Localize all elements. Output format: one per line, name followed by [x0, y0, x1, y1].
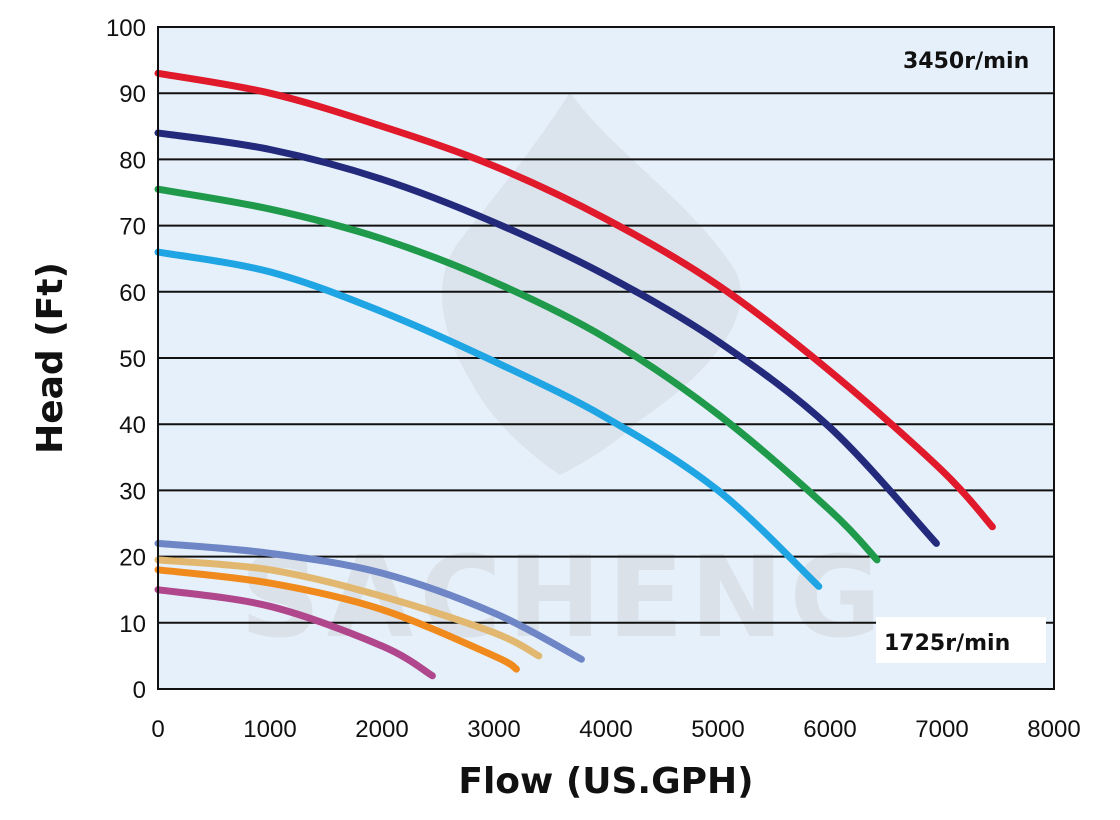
series-curve-4 — [154, 248, 823, 590]
x-tick-label: 0 — [151, 716, 164, 743]
x-tick-label: 5000 — [691, 716, 744, 743]
x-tick-label: 2000 — [355, 716, 408, 743]
y-tick-label: 40 — [119, 412, 146, 439]
x-tick-label: 3000 — [467, 716, 520, 743]
y-tick-label: 10 — [119, 611, 146, 638]
annotation-bg-1725 — [876, 617, 1046, 663]
x-tick-labels: 0 1000 2000 3000 4000 5000 6000 7000 8000 — [151, 716, 1080, 743]
x-tick-label: 1000 — [243, 716, 296, 743]
y-tick-label: 90 — [119, 81, 146, 108]
y-tick-label: 20 — [119, 545, 146, 572]
series-curve-1 — [154, 69, 996, 531]
x-tick-label: 8000 — [1027, 716, 1080, 743]
series-curve-2 — [154, 129, 940, 547]
y-tick-label: 30 — [119, 478, 146, 505]
x-tick-label: 7000 — [915, 716, 968, 743]
curves — [154, 69, 996, 680]
y-tick-labels: 0 10 20 30 40 50 60 70 80 90 100 — [106, 15, 146, 704]
y-tick-label: 80 — [119, 147, 146, 174]
series-curve-3 — [154, 185, 881, 564]
series-curve-5 — [154, 539, 585, 663]
y-tick-label: 50 — [119, 346, 146, 373]
y-axis-title: Head (Ft) — [30, 262, 71, 454]
y-tick-label: 60 — [119, 280, 146, 307]
plot-frame — [157, 26, 1055, 690]
series-curve-6 — [154, 556, 543, 660]
y-tick-label: 0 — [133, 677, 146, 704]
y-tick-label: 70 — [119, 214, 146, 241]
series-curve-7 — [154, 566, 520, 673]
series-curve-8 — [154, 586, 436, 680]
x-tick-label: 4000 — [579, 716, 632, 743]
x-axis-title: Flow (US.GPH) — [458, 761, 753, 802]
annotation-bg-3450 — [896, 40, 1046, 76]
y-tick-label: 100 — [106, 15, 146, 42]
annotation-3450: 3450r/min — [903, 49, 1029, 74]
annotation-1725: 1725r/min — [884, 631, 1010, 656]
x-tick-label: 6000 — [803, 716, 856, 743]
